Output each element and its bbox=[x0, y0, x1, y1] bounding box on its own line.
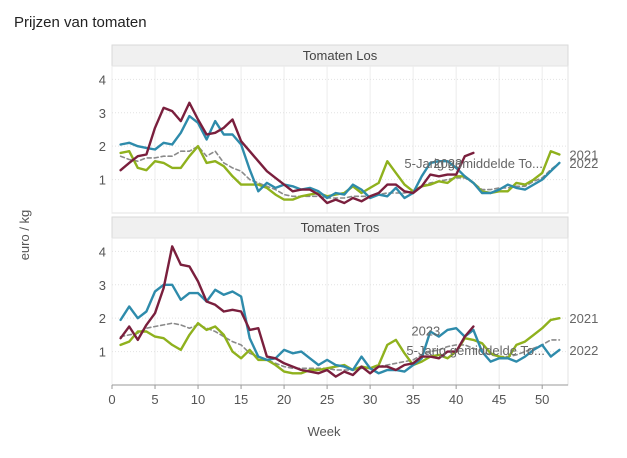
x-axis-label: Week bbox=[308, 424, 341, 439]
y-tick-label: 3 bbox=[99, 106, 106, 121]
y-tick-label: 1 bbox=[99, 173, 106, 188]
x-tick-label: 10 bbox=[191, 392, 205, 407]
panel-2: Tomaten Tros 1 2 3 4 2021 2022 2023 5-Jarig gemi… bbox=[99, 216, 598, 386]
y-tick-label: 1 bbox=[99, 345, 106, 360]
series-label-avg: 5-Jarig gemiddelde To... bbox=[406, 343, 545, 358]
series-line-2022 bbox=[119, 114, 561, 200]
series-line-2023 bbox=[119, 101, 475, 205]
series-label-2021: 2021 bbox=[569, 148, 598, 163]
x-axis: 0 5 10 15 20 25 30 35 40 45 50 bbox=[108, 384, 568, 407]
y-tick-label: 4 bbox=[99, 244, 106, 259]
x-tick-label: 25 bbox=[320, 392, 334, 407]
series-label-2022: 2022 bbox=[569, 156, 598, 171]
x-tick-label: 5 bbox=[151, 392, 158, 407]
x-tick-label: 35 bbox=[406, 392, 420, 407]
panel-title: Tomaten Tros bbox=[301, 220, 380, 235]
series-label-2022: 2022 bbox=[569, 343, 598, 358]
x-tick-label: 50 bbox=[535, 392, 549, 407]
series-label-2021: 2021 bbox=[569, 311, 598, 326]
x-tick-label: 0 bbox=[108, 392, 115, 407]
x-tick-label: 40 bbox=[449, 392, 463, 407]
series-line-avg bbox=[119, 145, 561, 199]
chart-title: Prijzen van tomaten bbox=[14, 14, 147, 31]
series-line-avg bbox=[119, 322, 561, 371]
y-tick-label: 4 bbox=[99, 72, 106, 87]
y-tick-label: 2 bbox=[99, 311, 106, 326]
x-tick-label: 30 bbox=[363, 392, 377, 407]
plot-area bbox=[111, 65, 569, 214]
series-label-2023: 2023 bbox=[433, 156, 462, 171]
series-label-avg: 5-Jarig gemiddelde To... bbox=[404, 156, 543, 171]
y-tick-label: 3 bbox=[99, 278, 106, 293]
y-tick-label: 2 bbox=[99, 139, 106, 154]
series-line-2023 bbox=[119, 245, 475, 378]
y-axis-label: euro / kg bbox=[17, 210, 32, 261]
panel-title: Tomaten Los bbox=[303, 48, 378, 63]
series-label-2023: 2023 bbox=[411, 324, 440, 339]
x-tick-label: 15 bbox=[234, 392, 248, 407]
x-tick-label: 45 bbox=[492, 392, 506, 407]
x-tick-label: 20 bbox=[277, 392, 291, 407]
series-line-2022 bbox=[119, 283, 561, 375]
